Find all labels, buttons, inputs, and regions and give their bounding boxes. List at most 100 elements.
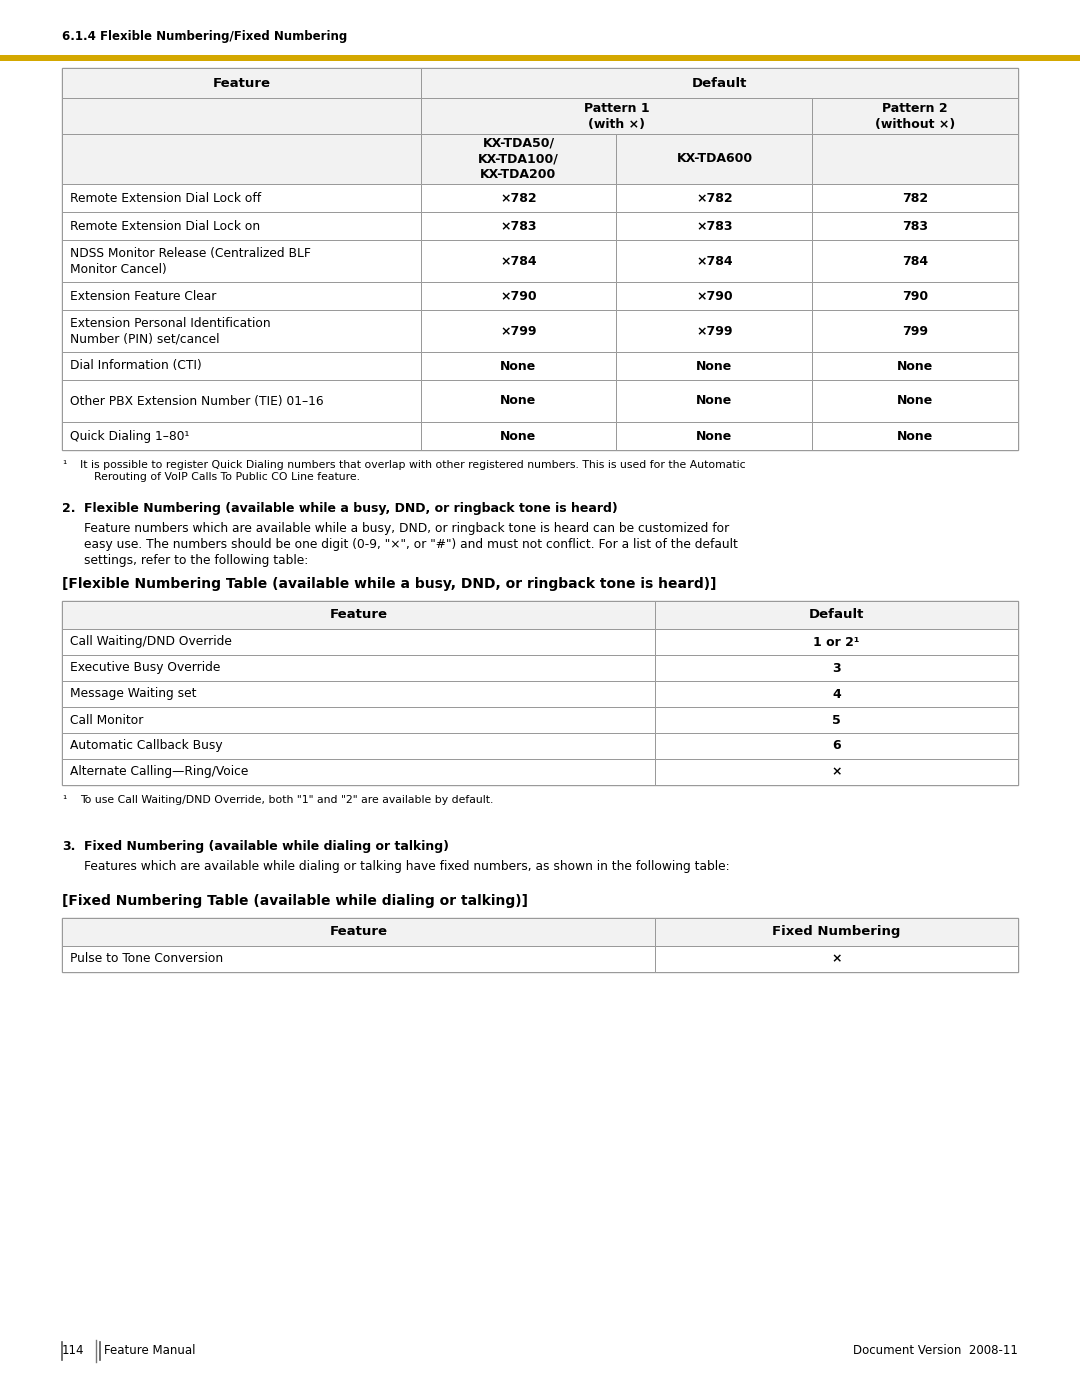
Bar	[62, 380, 420, 422]
Text: It is possible to register Quick Dialing numbers that overlap with other registe: It is possible to register Quick Dialing…	[80, 460, 745, 482]
Text: Feature Manual: Feature Manual	[104, 1344, 195, 1356]
Bar	[617, 134, 812, 184]
Bar	[420, 68, 1018, 98]
Text: None: None	[897, 394, 933, 408]
Text: KX-TDA600: KX-TDA600	[676, 152, 753, 165]
Bar	[62, 601, 654, 629]
Bar	[420, 240, 617, 282]
Text: Quick Dialing 1–80¹: Quick Dialing 1–80¹	[70, 429, 189, 443]
Bar	[654, 601, 1018, 629]
Text: To use Call Waiting/DND Override, both "1" and "2" are available by default.: To use Call Waiting/DND Override, both "…	[80, 795, 494, 805]
Text: None: None	[500, 359, 537, 373]
Text: ×: ×	[832, 953, 841, 965]
Bar	[62, 68, 420, 98]
Text: ×799: ×799	[500, 324, 537, 338]
Bar	[62, 707, 654, 733]
Text: Document Version  2008-11: Document Version 2008-11	[853, 1344, 1018, 1356]
Text: Features which are available while dialing or talking have fixed numbers, as sho: Features which are available while diali…	[84, 861, 730, 873]
Text: Remote Extension Dial Lock on: Remote Extension Dial Lock on	[70, 219, 260, 232]
Text: None: None	[897, 429, 933, 443]
Bar	[617, 310, 812, 352]
Bar	[812, 380, 1018, 422]
Text: Default: Default	[691, 77, 747, 89]
Text: 114: 114	[62, 1344, 84, 1356]
Bar	[420, 282, 617, 310]
Bar	[420, 310, 617, 352]
Text: Alternate Calling—Ring/Voice: Alternate Calling—Ring/Voice	[70, 766, 248, 778]
Text: 799: 799	[902, 324, 928, 338]
Text: Dial Information (CTI): Dial Information (CTI)	[70, 359, 202, 373]
Bar	[654, 946, 1018, 972]
Bar	[617, 184, 812, 212]
Text: [Flexible Numbering Table (available while a busy, DND, or ringback tone is hear: [Flexible Numbering Table (available whi…	[62, 577, 716, 591]
Bar	[62, 655, 654, 680]
Bar	[812, 352, 1018, 380]
Text: 1 or 2¹: 1 or 2¹	[813, 636, 860, 648]
Text: Call Waiting/DND Override: Call Waiting/DND Override	[70, 636, 232, 648]
Bar	[812, 184, 1018, 212]
Bar	[62, 680, 654, 707]
Bar	[812, 422, 1018, 450]
Bar	[812, 282, 1018, 310]
Text: Flexible Numbering (available while a busy, DND, or ringback tone is heard): Flexible Numbering (available while a bu…	[84, 502, 618, 515]
Text: Remote Extension Dial Lock off: Remote Extension Dial Lock off	[70, 191, 261, 204]
Bar	[62, 240, 420, 282]
Bar	[812, 212, 1018, 240]
Text: None: None	[697, 359, 732, 373]
Bar	[62, 918, 654, 946]
Bar	[654, 655, 1018, 680]
Bar	[420, 134, 617, 184]
Text: ×784: ×784	[697, 254, 733, 267]
Text: Default: Default	[809, 609, 864, 622]
Bar	[420, 98, 812, 134]
Text: 5: 5	[832, 714, 840, 726]
Text: Pulse to Tone Conversion: Pulse to Tone Conversion	[70, 953, 224, 965]
Text: ×790: ×790	[697, 289, 733, 303]
Bar	[62, 759, 654, 785]
Bar	[62, 629, 654, 655]
Bar	[420, 352, 617, 380]
Bar	[420, 212, 617, 240]
Text: ×790: ×790	[500, 289, 537, 303]
Text: Fixed Numbering: Fixed Numbering	[772, 925, 901, 939]
Bar	[62, 352, 420, 380]
Text: Call Monitor: Call Monitor	[70, 714, 144, 726]
Text: 3: 3	[832, 662, 840, 675]
Text: ×782: ×782	[697, 191, 733, 204]
Text: ×783: ×783	[697, 219, 732, 232]
Bar	[62, 68, 1018, 450]
Bar	[812, 134, 1018, 184]
Text: Feature: Feature	[329, 609, 388, 622]
Text: Automatic Callback Busy: Automatic Callback Busy	[70, 739, 222, 753]
Bar	[420, 184, 617, 212]
Text: Other PBX Extension Number (TIE) 01–16: Other PBX Extension Number (TIE) 01–16	[70, 394, 324, 408]
Text: Feature: Feature	[329, 925, 388, 939]
Bar	[62, 282, 420, 310]
Bar	[62, 310, 420, 352]
Text: ×799: ×799	[697, 324, 732, 338]
Text: None: None	[897, 359, 933, 373]
Bar	[62, 601, 1018, 785]
Bar	[62, 918, 1018, 972]
Bar	[654, 918, 1018, 946]
Bar	[654, 629, 1018, 655]
Bar	[654, 733, 1018, 759]
Bar	[420, 380, 617, 422]
Bar	[0, 54, 1080, 60]
Bar	[62, 134, 420, 184]
Bar	[617, 352, 812, 380]
Text: ×783: ×783	[500, 219, 537, 232]
Text: Feature: Feature	[213, 77, 270, 89]
Bar	[62, 422, 420, 450]
Bar	[617, 212, 812, 240]
Text: Extension Personal Identification
Number (PIN) set/cancel: Extension Personal Identification Number…	[70, 317, 271, 345]
Text: 4: 4	[832, 687, 840, 700]
Text: Pattern 2
(without ×): Pattern 2 (without ×)	[875, 102, 956, 130]
Bar	[617, 240, 812, 282]
Text: Pattern 1
(with ×): Pattern 1 (with ×)	[583, 102, 649, 130]
Bar	[62, 98, 420, 134]
Text: ¹: ¹	[62, 460, 66, 469]
Bar	[654, 707, 1018, 733]
Text: None: None	[500, 394, 537, 408]
Text: NDSS Monitor Release (Centralized BLF
Monitor Cancel): NDSS Monitor Release (Centralized BLF Mo…	[70, 246, 311, 275]
